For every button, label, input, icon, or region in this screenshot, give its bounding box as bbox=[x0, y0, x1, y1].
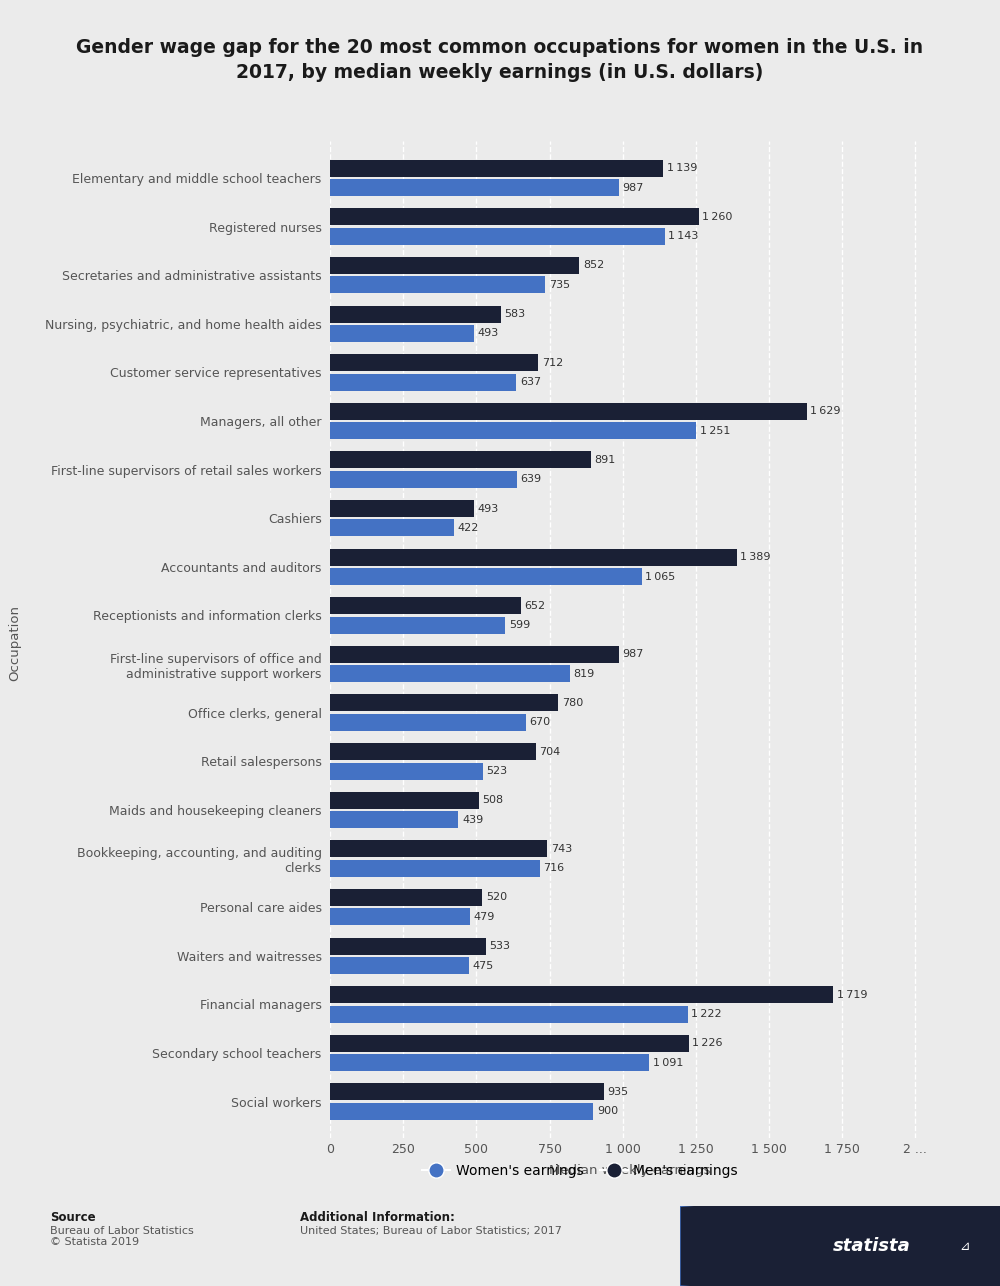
Text: 475: 475 bbox=[473, 961, 494, 971]
Bar bbox=[330, 743, 536, 760]
Bar bbox=[330, 597, 521, 615]
Text: 508: 508 bbox=[482, 795, 503, 805]
Text: 533: 533 bbox=[490, 941, 511, 952]
Bar bbox=[330, 937, 486, 954]
Bar bbox=[330, 276, 545, 293]
Text: Occupation: Occupation bbox=[8, 604, 22, 682]
Text: Additional Information:: Additional Information: bbox=[300, 1211, 455, 1224]
Text: 1 065: 1 065 bbox=[645, 571, 675, 581]
Text: 935: 935 bbox=[607, 1087, 628, 1097]
Text: 652: 652 bbox=[524, 601, 545, 611]
Text: 819: 819 bbox=[573, 669, 594, 679]
Text: 712: 712 bbox=[542, 358, 563, 368]
Bar bbox=[330, 568, 642, 585]
Text: 1 222: 1 222 bbox=[691, 1010, 722, 1019]
Text: 1 719: 1 719 bbox=[837, 990, 867, 999]
Text: 987: 987 bbox=[622, 649, 644, 660]
Bar bbox=[330, 374, 516, 391]
Text: 852: 852 bbox=[583, 261, 604, 270]
Text: 1 629: 1 629 bbox=[810, 406, 841, 417]
Text: 1 260: 1 260 bbox=[702, 212, 733, 221]
Bar bbox=[330, 451, 591, 468]
Text: 780: 780 bbox=[562, 698, 583, 709]
Text: 1 226: 1 226 bbox=[692, 1038, 723, 1048]
Text: 422: 422 bbox=[457, 523, 478, 532]
Text: 493: 493 bbox=[478, 328, 499, 338]
Bar bbox=[330, 1055, 649, 1071]
Text: 639: 639 bbox=[521, 475, 542, 485]
Bar bbox=[330, 889, 482, 905]
Text: 583: 583 bbox=[504, 309, 525, 319]
Bar bbox=[330, 763, 483, 779]
Bar bbox=[330, 159, 663, 176]
Bar bbox=[330, 306, 501, 323]
Bar bbox=[330, 694, 558, 711]
Text: 523: 523 bbox=[487, 766, 508, 775]
Text: Source: Source bbox=[50, 1211, 96, 1224]
Bar bbox=[330, 549, 737, 566]
Bar bbox=[330, 792, 479, 809]
Text: 1 139: 1 139 bbox=[667, 163, 697, 174]
Legend: Women's earnings, Men's earnings: Women's earnings, Men's earnings bbox=[417, 1159, 743, 1184]
Bar bbox=[330, 325, 474, 342]
Bar bbox=[330, 1035, 689, 1052]
Text: 520: 520 bbox=[486, 892, 507, 903]
Text: ⊿: ⊿ bbox=[960, 1240, 970, 1253]
X-axis label: Median weekly earnings: Median weekly earnings bbox=[549, 1164, 711, 1177]
Text: 479: 479 bbox=[474, 912, 495, 922]
Bar bbox=[330, 1006, 688, 1022]
Text: statista: statista bbox=[833, 1237, 911, 1255]
Text: Gender wage gap for the 20 most common occupations for women in the U.S. in
2017: Gender wage gap for the 20 most common o… bbox=[76, 39, 924, 82]
Bar bbox=[330, 228, 665, 244]
Bar bbox=[330, 471, 517, 487]
Text: 1 143: 1 143 bbox=[668, 231, 698, 242]
Bar bbox=[330, 714, 526, 730]
Bar bbox=[330, 617, 505, 634]
Text: 637: 637 bbox=[520, 377, 541, 387]
Bar bbox=[330, 422, 696, 440]
Text: 704: 704 bbox=[540, 747, 561, 756]
Text: 439: 439 bbox=[462, 814, 483, 824]
Bar bbox=[330, 208, 699, 225]
Text: 987: 987 bbox=[622, 183, 644, 193]
Bar bbox=[330, 520, 454, 536]
Text: 1 251: 1 251 bbox=[700, 426, 730, 436]
Bar bbox=[330, 665, 570, 683]
Bar bbox=[330, 500, 474, 517]
Bar bbox=[330, 646, 619, 662]
Text: Bureau of Labor Statistics
© Statista 2019: Bureau of Labor Statistics © Statista 20… bbox=[50, 1226, 194, 1247]
Bar bbox=[330, 860, 540, 877]
Text: 900: 900 bbox=[597, 1106, 618, 1116]
Bar bbox=[330, 840, 547, 858]
Bar bbox=[330, 179, 619, 197]
Text: 1 389: 1 389 bbox=[740, 552, 771, 562]
Text: 716: 716 bbox=[543, 863, 564, 873]
Text: 670: 670 bbox=[530, 718, 551, 728]
Text: 891: 891 bbox=[594, 455, 616, 466]
Text: 735: 735 bbox=[549, 280, 570, 289]
Bar bbox=[330, 1083, 604, 1101]
Bar bbox=[330, 354, 538, 372]
Bar bbox=[330, 257, 579, 274]
Text: 599: 599 bbox=[509, 620, 530, 630]
Bar bbox=[330, 986, 833, 1003]
Polygon shape bbox=[562, 1202, 738, 1286]
Text: 743: 743 bbox=[551, 844, 572, 854]
Bar bbox=[330, 908, 470, 926]
Bar bbox=[330, 403, 807, 419]
Text: United States; Bureau of Labor Statistics; 2017: United States; Bureau of Labor Statistic… bbox=[300, 1226, 562, 1236]
Bar bbox=[330, 957, 469, 974]
Text: 493: 493 bbox=[478, 504, 499, 513]
Bar bbox=[330, 811, 458, 828]
Bar bbox=[330, 1103, 593, 1120]
Text: 1 091: 1 091 bbox=[653, 1058, 683, 1067]
